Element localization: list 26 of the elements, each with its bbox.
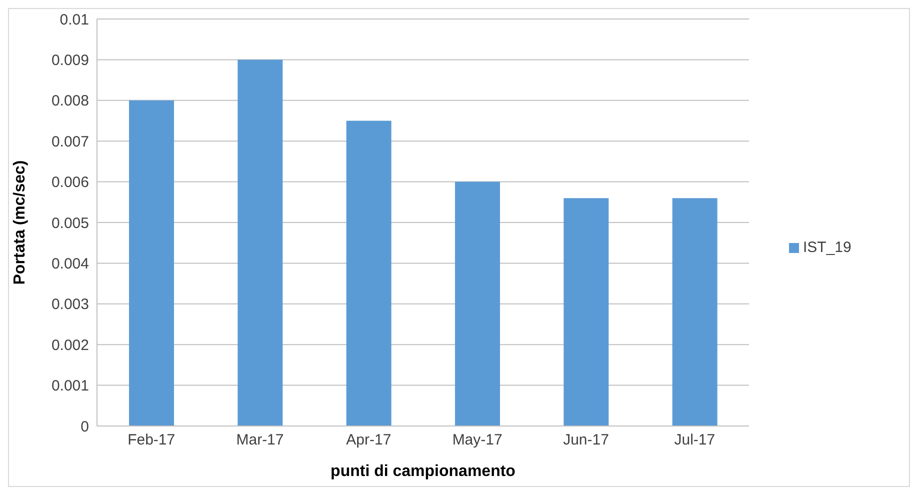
y-tick-label: 0.006 bbox=[51, 174, 89, 192]
bar bbox=[672, 198, 718, 426]
y-tick-label: 0.001 bbox=[51, 378, 89, 395]
y-tick-label: 0.01 bbox=[60, 11, 89, 28]
y-tick-label: 0.007 bbox=[51, 133, 89, 150]
y-tick-label: 0.002 bbox=[51, 336, 89, 354]
y-tick-label: 0.005 bbox=[51, 214, 89, 232]
y-axis-title: Portata (mc/sec) bbox=[12, 160, 29, 285]
bar bbox=[455, 182, 500, 426]
x-tick-label: Mar-17 bbox=[236, 432, 284, 449]
x-tick-label: Jul-17 bbox=[674, 432, 716, 449]
x-tick-label: Apr-17 bbox=[346, 432, 392, 449]
bar bbox=[346, 120, 392, 426]
x-tick-label: May-17 bbox=[452, 432, 502, 449]
x-tick-label: Feb-17 bbox=[128, 432, 176, 449]
legend-label: IST_19 bbox=[803, 239, 852, 256]
x-axis-title: punti di campionamento bbox=[330, 463, 516, 480]
bar bbox=[129, 100, 174, 426]
bar bbox=[564, 198, 609, 426]
y-tick-label: 0.003 bbox=[51, 296, 89, 314]
y-tick-label: 0.004 bbox=[51, 256, 89, 273]
y-tick-label: 0.008 bbox=[51, 92, 89, 110]
y-tick-label: 0.009 bbox=[51, 52, 89, 70]
bar bbox=[238, 60, 283, 426]
y-tick-label: 0 bbox=[80, 418, 89, 436]
x-tick-label: Jun-17 bbox=[563, 432, 609, 449]
